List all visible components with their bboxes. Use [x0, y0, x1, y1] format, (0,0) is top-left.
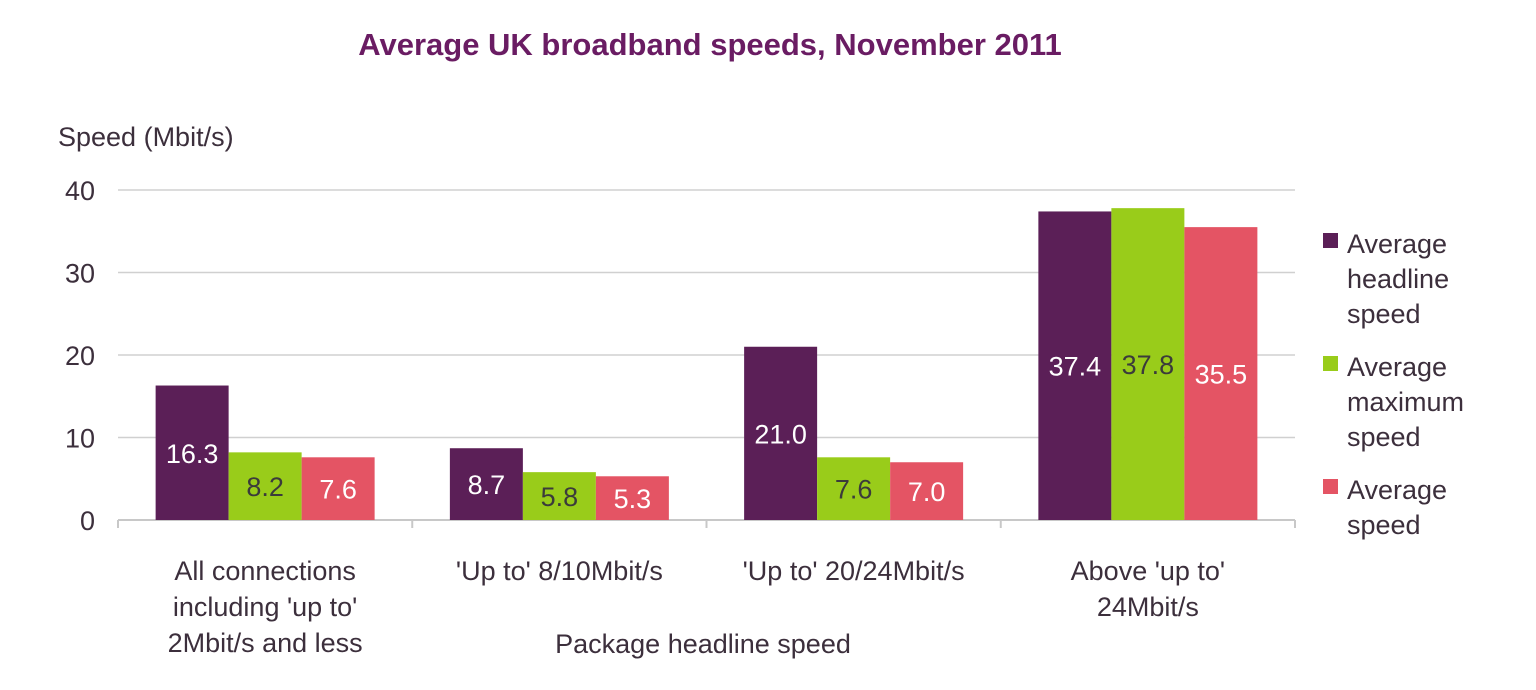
legend-entry: headline	[1347, 264, 1449, 294]
legend-entry: speed	[1347, 422, 1421, 452]
data-label: 7.6	[319, 475, 357, 505]
data-label: 37.4	[1049, 352, 1102, 382]
data-label: 5.8	[541, 482, 579, 512]
bar	[1038, 211, 1112, 520]
bar	[228, 452, 302, 520]
bar	[449, 448, 523, 520]
y-tick-label: 40	[65, 176, 95, 206]
bar	[744, 346, 818, 520]
data-label: 5.3	[614, 484, 652, 514]
y-axis-label: Speed (Mbit/s)	[58, 122, 234, 152]
y-tick-label: 20	[65, 341, 95, 371]
bar	[595, 476, 669, 520]
data-label: 35.5	[1195, 360, 1248, 390]
category-label: including 'up to'	[173, 592, 357, 622]
chart-title: Average UK broadband speeds, November 20…	[358, 27, 1062, 62]
category-label: Above 'up to'	[1071, 556, 1225, 586]
category-labels: All connections including 'up to' 2Mbit/s …	[168, 556, 1226, 658]
legend-entry: Average	[1347, 352, 1447, 382]
bar	[817, 457, 891, 520]
category-label: 24Mbit/s	[1097, 592, 1199, 622]
legend: Average headline speed Average maximum speed A…	[1323, 229, 1464, 540]
data-labels: 16.3 8.2 7.6 8.7 5.8 5.3 21.0 7.6 7.0 37.4 37.8 35.…	[166, 350, 1247, 514]
category-label: All connections	[174, 556, 356, 586]
legend-entry: Average	[1347, 475, 1447, 505]
bar	[301, 457, 375, 520]
legend-entry: maximum	[1347, 387, 1464, 417]
legend-entry: Average	[1347, 229, 1447, 259]
bar	[890, 462, 964, 520]
category-label: 'Up to' 20/24Mbit/s	[743, 556, 965, 586]
data-label: 7.6	[835, 475, 873, 505]
legend-swatch	[1323, 233, 1338, 248]
legend-entry: speed	[1347, 299, 1421, 329]
category-label: 2Mbit/s and less	[168, 628, 363, 658]
data-label: 8.2	[246, 472, 284, 502]
bar	[522, 472, 596, 520]
x-axis-label: Package headline speed	[555, 629, 851, 659]
y-tick-labels: 0 10 20 30 40	[65, 176, 95, 536]
legend-swatch	[1323, 356, 1338, 371]
bar	[1111, 208, 1185, 520]
y-tick-label: 0	[80, 506, 95, 536]
bar	[155, 385, 229, 520]
legend-swatch	[1323, 479, 1338, 494]
y-tick-label: 30	[65, 259, 95, 289]
data-label: 37.8	[1122, 350, 1175, 380]
data-label: 8.7	[468, 470, 506, 500]
bar	[1184, 227, 1258, 520]
legend-entry: speed	[1347, 510, 1421, 540]
data-label: 7.0	[908, 477, 946, 507]
data-label: 21.0	[754, 419, 807, 449]
category-label: 'Up to' 8/10Mbit/s	[456, 556, 663, 586]
y-tick-label: 10	[65, 424, 95, 454]
data-label: 16.3	[166, 439, 219, 469]
bars	[155, 208, 1258, 520]
